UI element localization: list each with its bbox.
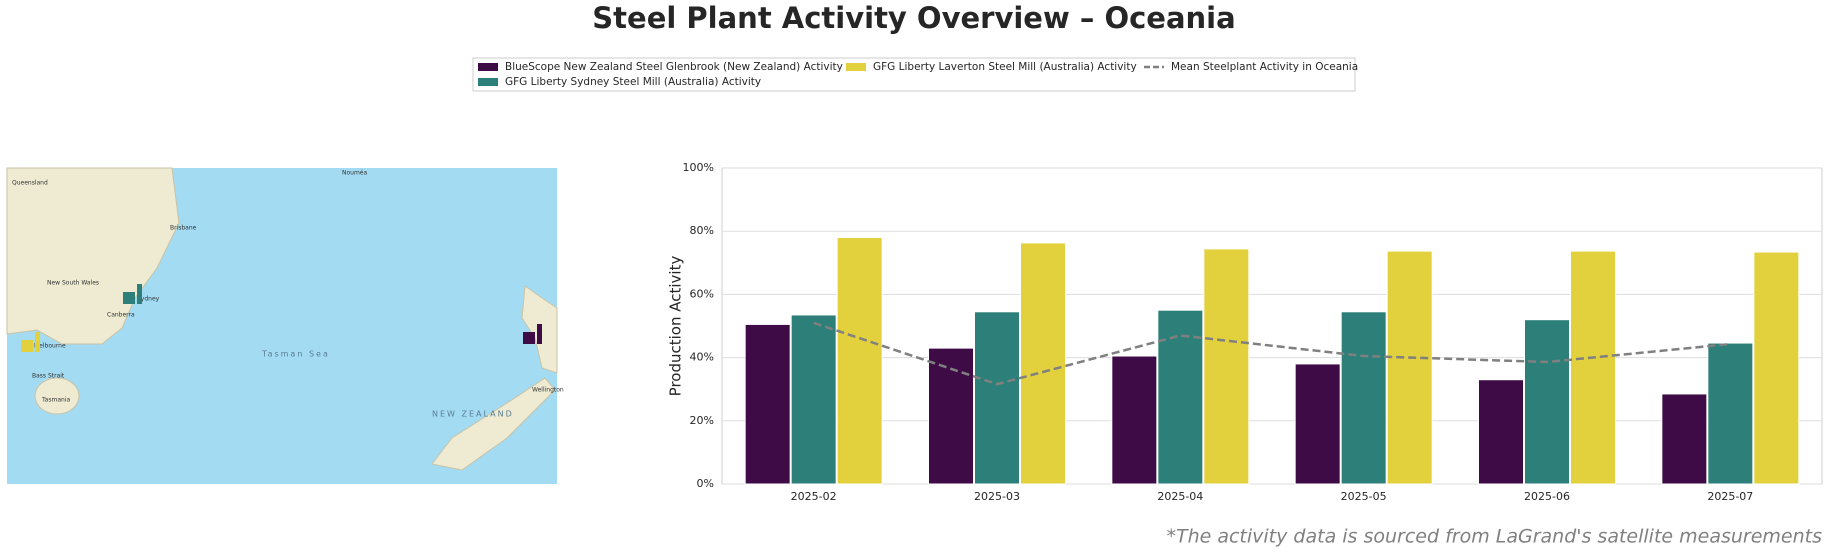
chart-title: Steel Plant Activity Overview – Oceania <box>592 1 1235 35</box>
y-tick-label: 40% <box>690 351 714 364</box>
map-label: Canberra <box>107 312 135 319</box>
legend-label: BlueScope New Zealand Steel Glenbrook (N… <box>505 61 843 73</box>
map-label: Wellington <box>532 387 564 394</box>
plot-area <box>721 167 1823 485</box>
y-tick-label: 60% <box>690 287 714 300</box>
legend-swatch <box>846 63 866 71</box>
x-tick-label: 2025-05 <box>1341 490 1387 503</box>
bar <box>928 347 974 485</box>
bar <box>1478 379 1524 485</box>
legend-swatch <box>478 78 498 86</box>
south-island <box>431 377 556 471</box>
australia <box>6 167 180 345</box>
map-label: New South Wales <box>47 280 99 287</box>
plant-marker-chimney <box>137 284 142 304</box>
legend-swatch <box>478 63 498 71</box>
plant-marker-chimney <box>35 332 40 352</box>
map-label: Brisbane <box>170 225 197 232</box>
y-tick-label: 80% <box>690 224 714 237</box>
bar <box>1386 250 1433 485</box>
plant-marker <box>123 292 135 304</box>
bar <box>790 314 837 485</box>
map-label: Tasmania <box>41 397 70 404</box>
bar <box>744 323 791 485</box>
map-label: Tasman Sea <box>261 350 330 359</box>
bar <box>1294 363 1341 485</box>
bar <box>1203 248 1250 485</box>
map-label: NEW ZEALAND <box>432 410 514 419</box>
legend <box>472 57 1356 92</box>
bar <box>974 311 1020 485</box>
plant-marker <box>21 340 33 352</box>
map-label: Melbourne <box>34 343 66 350</box>
footnote: *The activity data is sourced from LaGra… <box>1166 526 1822 548</box>
plant-marker <box>523 332 535 344</box>
y-tick-label: 0% <box>697 477 714 490</box>
map-label: Queensland <box>12 180 48 187</box>
x-tick-label: 2025-03 <box>974 490 1020 503</box>
bar <box>1340 311 1387 485</box>
y-tick-label: 100% <box>683 161 714 174</box>
plant-marker-chimney <box>537 324 542 344</box>
tasmania <box>34 377 80 415</box>
bar <box>1111 355 1158 485</box>
x-tick-label: 2025-07 <box>1707 490 1753 503</box>
bar <box>1753 251 1800 485</box>
bar <box>1524 319 1570 485</box>
map-label: Sydney <box>137 296 160 303</box>
map-label: Nouméa <box>342 170 367 177</box>
x-tick-label: 2025-02 <box>791 490 837 503</box>
bar <box>1661 393 1708 485</box>
map: Queensland Brisbane New South Wales Sydney C… <box>6 167 564 484</box>
bar <box>1020 242 1066 485</box>
map-label: Bass Strait <box>32 373 65 380</box>
legend-label: GFG Liberty Sydney Steel Mill (Australia… <box>505 76 761 88</box>
y-axis-label: Production Activity <box>667 256 685 397</box>
bar <box>1707 342 1754 485</box>
mean-line <box>813 321 1731 386</box>
legend-label: Mean Steelplant Activity in Oceania <box>1171 61 1358 73</box>
bar <box>836 237 883 485</box>
bar <box>1570 250 1616 485</box>
x-tick-label: 2025-06 <box>1524 490 1570 503</box>
y-tick-label: 20% <box>690 414 714 427</box>
x-tick-label: 2025-04 <box>1157 490 1203 503</box>
legend-label: GFG Liberty Laverton Steel Mill (Austral… <box>873 61 1137 73</box>
